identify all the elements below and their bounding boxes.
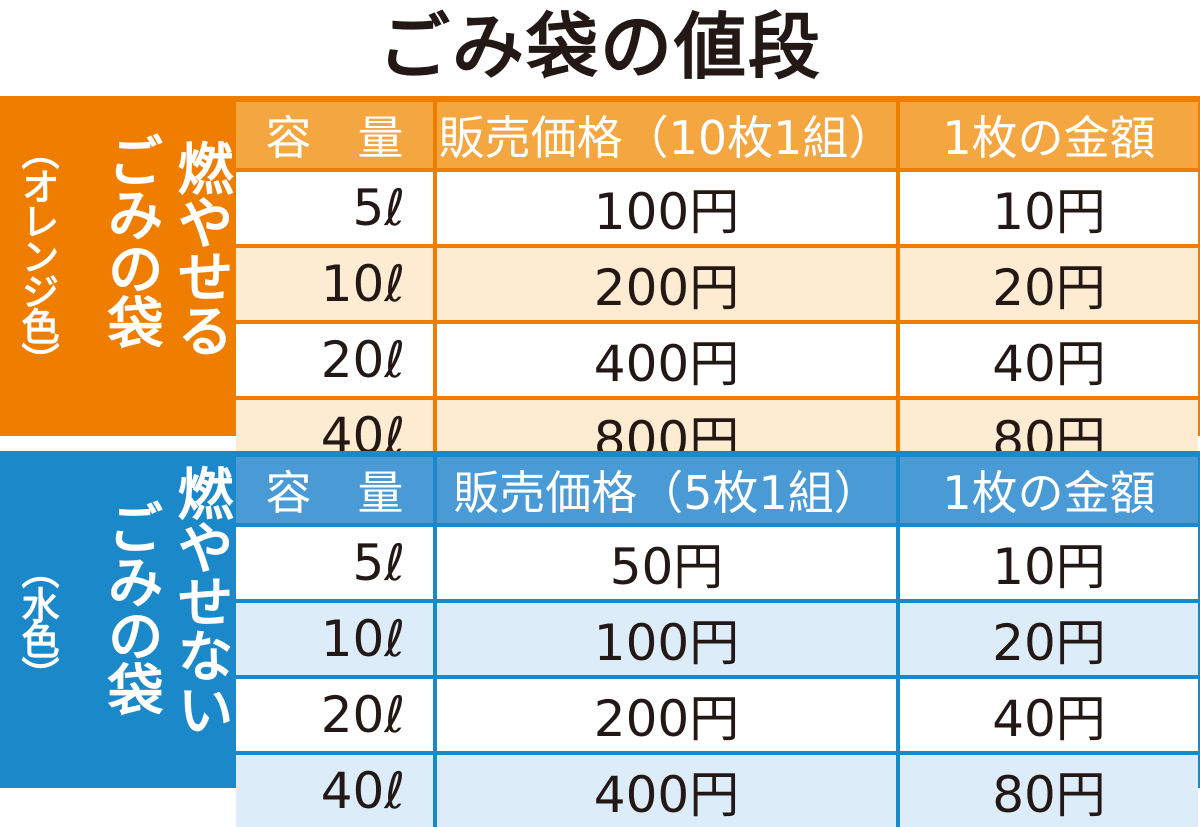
table-row: 5ℓ 100円 10円 [236, 168, 1198, 246]
burnable-label-line2: ごみの袋 [98, 132, 163, 348]
price-cell: 400円 [433, 751, 898, 827]
table-row: 5ℓ 50円 10円 [236, 523, 1198, 601]
non-burnable-price-table: 容 量 販売価格（5枚1組） 1枚の金額 5ℓ 50円 10円 10ℓ 100円… [236, 457, 1198, 827]
price-cell: 100円 [433, 168, 898, 246]
volume-cell: 10ℓ [236, 244, 435, 322]
volume-cell: 40ℓ [236, 751, 435, 827]
table-row: 20ℓ 200円 40円 [236, 675, 1198, 753]
non-burnable-bag-section: 燃やせない ごみの袋 （水色） 容 量 販売価格（5枚1組） 1枚の金額 5ℓ … [0, 451, 1200, 827]
price-cell: 50円 [433, 523, 898, 601]
table-header-row: 容 量 販売価格（5枚1組） 1枚の金額 [236, 457, 1198, 525]
price-cell: 100円 [433, 599, 898, 677]
volume-cell: 5ℓ [236, 168, 435, 246]
non-burnable-color-note: （水色） [15, 551, 59, 691]
unit-price-cell: 10円 [896, 523, 1198, 601]
header-volume: 容 量 [236, 102, 435, 170]
burnable-bag-section: 燃やせる ごみの袋 （オレンジ色） 容 量 販売価格（10枚1組） 1枚の金額 … [0, 96, 1200, 472]
table-header-row: 容 量 販売価格（10枚1組） 1枚の金額 [236, 102, 1198, 170]
table-row: 40ℓ 400円 80円 [236, 751, 1198, 827]
burnable-bag-label: 燃やせる ごみの袋 （オレンジ色） [0, 96, 236, 436]
page-title: ごみ袋の値段 [377, 5, 822, 89]
volume-cell: 20ℓ [236, 320, 435, 398]
table-row: 10ℓ 100円 20円 [236, 599, 1198, 677]
header-sale-price: 販売価格（10枚1組） [433, 102, 898, 170]
table-row: 10ℓ 200円 20円 [236, 244, 1198, 322]
header-volume: 容 量 [236, 457, 435, 525]
unit-price-cell: 40円 [896, 675, 1198, 753]
header-unit-price: 1枚の金額 [896, 102, 1198, 170]
burnable-price-table: 容 量 販売価格（10枚1組） 1枚の金額 5ℓ 100円 10円 10ℓ 20… [236, 102, 1198, 472]
table-row: 20ℓ 400円 40円 [236, 320, 1198, 398]
unit-price-cell: 40円 [896, 320, 1198, 398]
price-cell: 200円 [433, 244, 898, 322]
unit-price-cell: 20円 [896, 244, 1198, 322]
header-sale-price: 販売価格（5枚1組） [433, 457, 898, 525]
unit-price-cell: 80円 [896, 751, 1198, 827]
non-burnable-label-line1: 燃やせない [168, 465, 233, 735]
burnable-color-note: （オレンジ色） [15, 132, 59, 377]
unit-price-cell: 20円 [896, 599, 1198, 677]
header-unit-price: 1枚の金額 [896, 457, 1198, 525]
non-burnable-label-line2: ごみの袋 [98, 499, 163, 715]
unit-price-cell: 10円 [896, 168, 1198, 246]
volume-cell: 10ℓ [236, 599, 435, 677]
price-cell: 200円 [433, 675, 898, 753]
volume-cell: 20ℓ [236, 675, 435, 753]
price-cell: 400円 [433, 320, 898, 398]
non-burnable-bag-label: 燃やせない ごみの袋 （水色） [0, 451, 236, 788]
volume-cell: 5ℓ [236, 523, 435, 601]
burnable-label-line1: 燃やせる [168, 140, 233, 356]
